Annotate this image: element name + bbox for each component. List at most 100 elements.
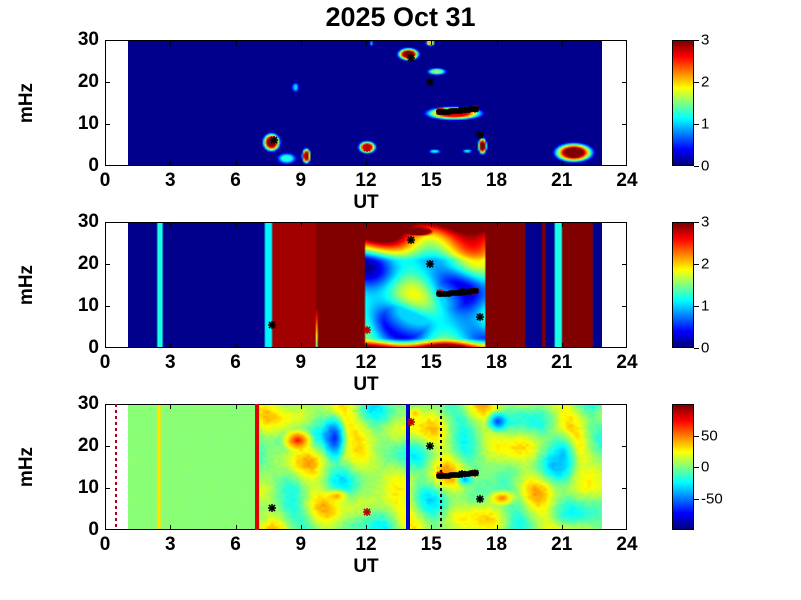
panel-3-colorbar-label: 50 — [701, 427, 718, 444]
panel-3-xtick — [300, 404, 302, 409]
panel-2-xtick — [561, 222, 563, 227]
panel-1-ytick — [105, 124, 110, 125]
panel-3-marker-7 — [476, 494, 485, 503]
panel-1-colorbar-tick — [694, 40, 699, 41]
panel-2-xtick — [300, 222, 302, 227]
panel-1-ytick — [622, 82, 627, 83]
panel-1-ytick — [105, 82, 110, 83]
panel-3-axes — [105, 404, 627, 530]
panel-3-xtick — [235, 404, 237, 409]
panel-2-xticklabel: 24 — [616, 352, 638, 373]
panel-2-marker-3 — [426, 259, 435, 268]
panel-2-ytick — [105, 306, 110, 307]
panel-2-colorbar-label: 3 — [701, 213, 710, 231]
panel-2-xticklabel: 15 — [420, 352, 442, 373]
panel-1-xtick — [496, 40, 498, 45]
panel-2-xticklabel: 9 — [295, 352, 307, 373]
panel-3-colorbar-label: -50 — [701, 490, 723, 507]
panel-2-xticklabel: 0 — [99, 352, 111, 373]
panel-3-xtick — [431, 404, 433, 409]
panel-2-xtick — [366, 343, 367, 348]
panel-3-colorbar-tick — [694, 467, 699, 468]
panel-2-colorbar-label: 0 — [701, 339, 710, 357]
panel-3-yticklabel: 30 — [77, 393, 99, 414]
panel-1-colorbar-tick — [694, 124, 699, 125]
panel-3-vline-1 — [255, 404, 260, 530]
panel-2-xticklabel: 12 — [355, 352, 377, 373]
panel-2-ytick — [622, 306, 627, 307]
panel-2-xticklabel: 21 — [551, 352, 573, 373]
panel-1-xtick — [366, 161, 367, 166]
panel-3-xtick — [496, 525, 498, 530]
panel-3-ytick — [105, 488, 110, 489]
panel-2-ytick — [622, 264, 627, 265]
panel-2-xtick — [235, 222, 237, 227]
panel-3-heatmap — [127, 405, 602, 529]
panel-3-xticklabel: 15 — [420, 534, 442, 555]
panel-1-marker-1 — [363, 143, 372, 152]
panel-3-xticklabel: 6 — [230, 534, 241, 555]
panel-3-vline-2 — [406, 404, 411, 530]
panel-3-xticklabel: 9 — [295, 534, 307, 555]
panel-1-xtick — [561, 40, 563, 45]
panel-2-marker-1 — [363, 326, 372, 335]
panel-2-xticklabel: 18 — [485, 352, 508, 373]
panel-3-yaxis-title: mHz — [16, 446, 37, 488]
panel-1-yticklabel: 0 — [88, 155, 99, 176]
panel-2-xaxis-title: UT — [353, 374, 379, 395]
panel-1-xticklabel: 0 — [99, 170, 111, 191]
panel-2-colorbar-tick — [694, 264, 699, 265]
panel-3-colorbar-tick — [694, 435, 699, 437]
panel-1-colorbar-tick — [694, 82, 699, 83]
panel-3-marker-train-15 — [473, 469, 480, 476]
panel-3-xtick — [170, 525, 172, 530]
panel-1-marker-2 — [406, 54, 415, 63]
panel-2-yticklabel: 30 — [77, 211, 99, 232]
panel-1-xtick — [366, 40, 367, 45]
panel-3-colorbar-label: 0 — [701, 458, 710, 476]
panel-1-xtick — [235, 161, 237, 166]
panel-1-xtick — [170, 161, 172, 166]
panel-3-xticklabel: 24 — [616, 534, 638, 555]
panel-3-vline-0 — [114, 404, 117, 530]
panel-2-xtick — [300, 343, 302, 348]
panel-1-xticklabel: 21 — [551, 170, 573, 191]
panel-1-xtick — [561, 161, 563, 166]
panel-3-yticklabel: 10 — [77, 477, 99, 498]
panel-2-colorbar-tick — [694, 222, 699, 223]
panel-2-xtick — [431, 222, 433, 227]
panel-2-xtick — [431, 343, 433, 348]
panel-1-colorbar-label: 3 — [701, 31, 710, 49]
panel-3-marker-0 — [268, 504, 277, 513]
panel-2-yticklabel: 10 — [77, 295, 99, 316]
panel-1-xtick — [235, 40, 237, 45]
panel-1-colorbar-label: 0 — [701, 157, 710, 175]
panel-2-xtick — [496, 222, 498, 227]
panel-2-colorbar-label: 1 — [701, 297, 710, 315]
panel-1-yticklabel: 10 — [77, 113, 99, 134]
panel-3-marker-1 — [363, 508, 372, 517]
panel-2-xtick — [235, 343, 237, 348]
panel-1-xtick — [170, 40, 172, 45]
panel-3-xaxis-title: UT — [353, 556, 379, 577]
panel-1-colorbar-label: 2 — [701, 73, 710, 91]
panel-1-xtick — [300, 161, 302, 166]
panel-3-xtick — [431, 525, 433, 530]
panel-2-colorbar-label: 2 — [701, 255, 710, 273]
panel-1-colorbar-label: 1 — [701, 115, 710, 133]
panel-2-xtick — [170, 343, 172, 348]
panel-2-xtick — [170, 222, 172, 227]
panel-1-xaxis-title: UT — [353, 192, 379, 213]
panel-1-xticklabel: 12 — [355, 170, 377, 191]
panel-3-xtick — [366, 525, 367, 530]
panel-3-colorbar-tick — [694, 498, 699, 500]
panel-3-xtick — [170, 404, 172, 409]
panel-2-heatmap — [127, 223, 602, 347]
panel-2-xtick — [496, 343, 498, 348]
panel-3-ytick — [622, 446, 627, 447]
panel-3-xtick — [366, 404, 367, 409]
panel-3-xticklabel: 12 — [355, 534, 377, 555]
